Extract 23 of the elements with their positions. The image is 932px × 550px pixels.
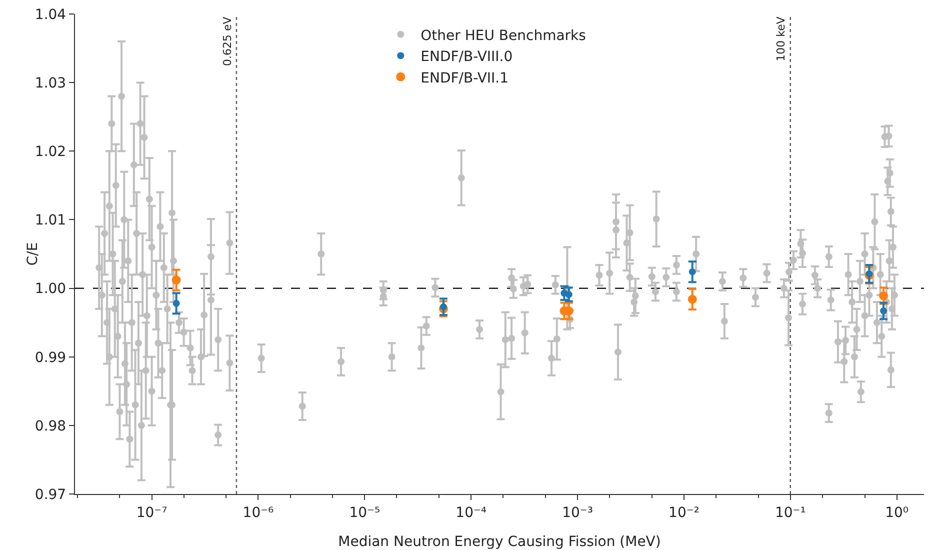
y-tick-label: 0.99 xyxy=(34,350,66,366)
x-tick-label: 10⁰ xyxy=(885,504,909,521)
legend-label: ENDF/B-VIII.0 xyxy=(420,49,513,66)
y-tick-label: 1.03 xyxy=(34,75,66,92)
y-tick-label: 1.00 xyxy=(34,281,66,298)
y-axis-title: C/E xyxy=(24,242,41,266)
y-tick-label: 1.01 xyxy=(34,212,66,229)
y-tick-label: 0.98 xyxy=(34,418,66,434)
ref-line-label: 100 keV xyxy=(774,16,788,62)
x-tick-label: 10⁻⁷ xyxy=(136,504,168,521)
x-tick-label: 10⁻¹ xyxy=(774,504,806,521)
y-tick-label: 0.97 xyxy=(34,486,66,503)
x-tick-label: 10⁻⁴ xyxy=(456,504,487,521)
x-tick-label: 10⁻² xyxy=(668,504,700,521)
x-tick-label: 10⁻⁵ xyxy=(349,504,380,521)
ref-line-label: 0.625 eV xyxy=(220,16,234,66)
legend-label: ENDF/B-VII.1 xyxy=(420,70,509,86)
x-tick-label: 10⁻³ xyxy=(562,504,593,521)
y-tick-label: 1.04 xyxy=(34,6,66,23)
x-tick-label: 10⁻⁶ xyxy=(242,504,274,521)
y-tick-label: 1.02 xyxy=(34,144,66,160)
legend-label: Other HEU Benchmarks xyxy=(420,28,586,44)
x-axis-title: Median Neutron Energy Causing Fission (MeV) xyxy=(338,534,661,550)
